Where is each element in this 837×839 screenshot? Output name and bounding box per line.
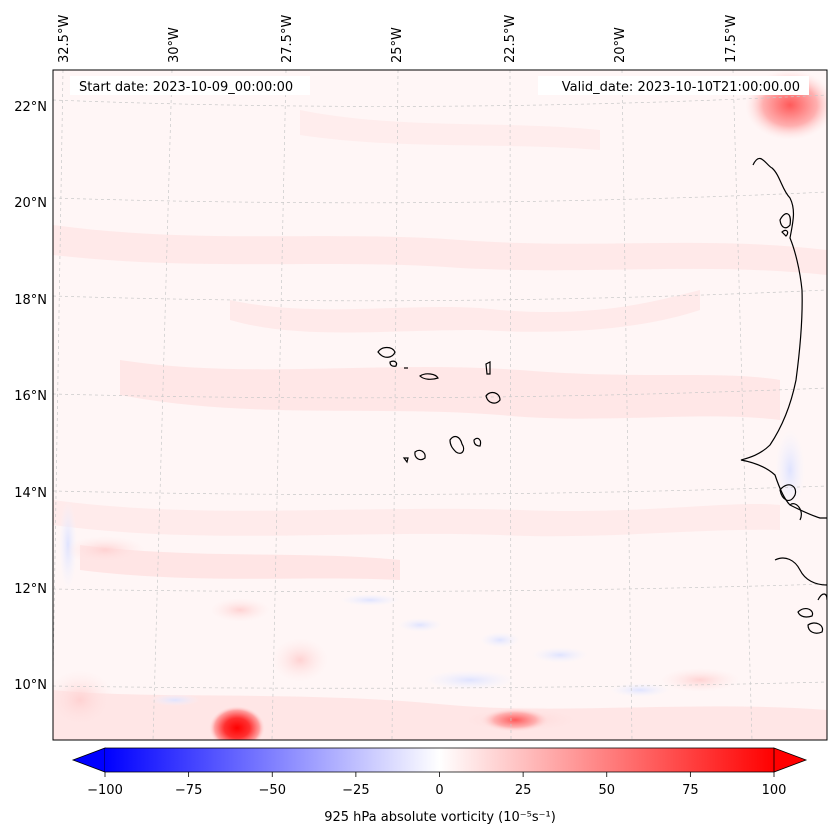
colorbar-gradient (105, 748, 774, 772)
lat-label: 20°N (14, 196, 47, 211)
lon-label: 32.5°W (57, 15, 72, 63)
colorbar-tick-label: 0 (435, 783, 443, 798)
longitude-labels: 32.5°W 30°W 27.5°W 25°W 22.5°W 20°W 17.5… (57, 15, 739, 63)
lat-label: 12°N (14, 582, 47, 597)
valid-date-label: Valid_date: 2023-10-10T21:00:00.00 (562, 80, 800, 95)
colorbar: −100 −75 −50 −25 0 25 50 75 100 925 hPa absolute… (71, 747, 808, 825)
colorbar-tick-label: 25 (515, 783, 532, 798)
lat-label: 16°N (14, 389, 47, 404)
lat-label: 14°N (14, 486, 47, 501)
colorbar-tick-label: −75 (175, 783, 202, 798)
lon-label: 30°W (167, 27, 182, 63)
island-santo-antao (377, 346, 396, 358)
valid-date-box (538, 76, 809, 95)
lat-label: 18°N (14, 293, 47, 308)
map-frame (52, 69, 828, 741)
colorbar-tick-label: −25 (342, 783, 369, 798)
lat-label: 10°N (14, 678, 47, 693)
lat-label: 22°N (14, 100, 47, 115)
lon-label: 20°W (613, 27, 628, 63)
start-date-box (70, 76, 310, 95)
lon-label: 22.5°W (503, 15, 518, 63)
colorbar-tick-label: 50 (598, 783, 615, 798)
colorbar-tick-label: 100 (762, 783, 787, 798)
colorbar-tick-label: −50 (259, 783, 286, 798)
colorbar-tick-label: −100 (87, 783, 123, 798)
graticule (53, 70, 827, 740)
latitude-labels: 22°N 20°N 18°N 16°N 14°N 12°N 10°N (14, 100, 47, 693)
vorticity-field (53, 70, 827, 740)
colorbar-high-extend (773, 747, 808, 773)
colorbar-low-extend (71, 747, 106, 773)
colorbar-label: 925 hPa absolute vorticity (10⁻⁵s⁻¹) (324, 810, 556, 825)
start-date-label: Start date: 2023-10-09_00:00:00 (79, 80, 293, 95)
colorbar-tick-label: 75 (682, 783, 699, 798)
africa-coast (740, 157, 827, 519)
lon-label: 27.5°W (280, 15, 295, 63)
coastlines (377, 157, 827, 634)
lon-label: 25°W (390, 27, 405, 63)
lon-label: 17.5°W (724, 15, 739, 63)
